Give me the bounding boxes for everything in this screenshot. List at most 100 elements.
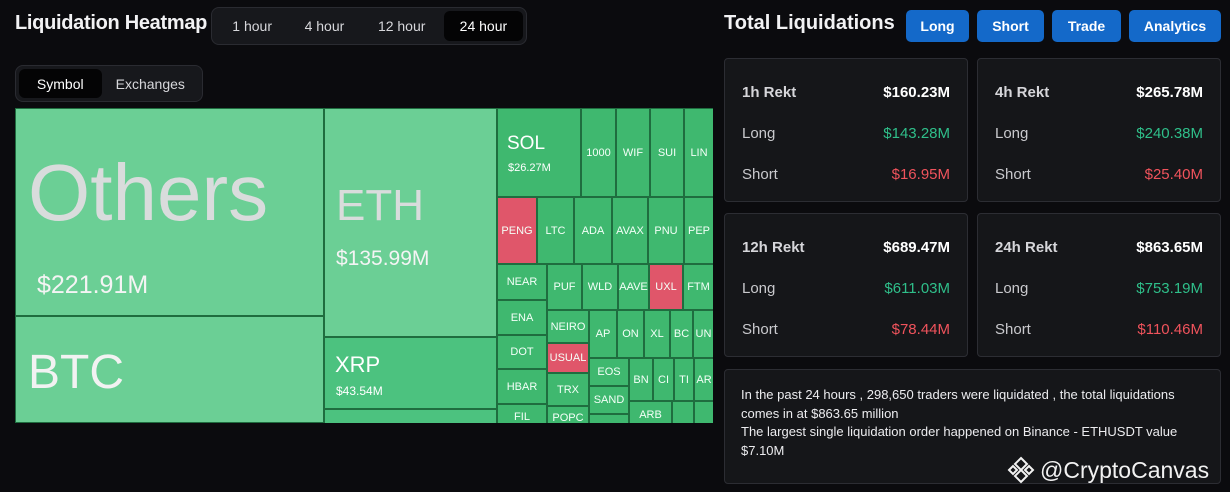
treemap-cell[interactable]: SUI [650,108,684,197]
short-value: $110.46M [1137,320,1203,338]
tab-exchanges[interactable]: Exchanges [115,75,185,92]
tab-symbol[interactable]: Symbol [19,69,102,98]
cell-symbol: PENG [501,224,533,237]
treemap-cell[interactable]: HBAR [497,369,547,404]
treemap-cell[interactable]: FTM [683,264,713,310]
view-tabs: Symbol Exchanges [15,65,203,102]
cell-symbol: Others [28,148,269,237]
cell-symbol: ETH [336,181,424,230]
card-24h-rekt: 24h Rekt $863.65M Long $753.19M Short $110.… [977,213,1221,357]
treemap-cell[interactable] [694,401,713,423]
treemap-cell[interactable]: ARB [629,401,672,423]
cell-symbol: ENA [510,311,534,324]
treemap-cell[interactable]: ENA [497,300,547,335]
treemap-cell[interactable]: NEIRO [547,310,589,343]
long-label: Long [742,279,776,297]
treemap-cell[interactable]: LTC [537,197,574,264]
treemap-cell[interactable]: UXL [649,264,683,310]
tab-4-hour[interactable]: 4 hour [304,18,345,34]
cell-value: $221.91M [37,271,149,299]
time-range-tabs: 1 hour 4 hour 12 hour 24 hour [211,7,527,45]
tab-24-hour[interactable]: 24 hour [443,11,524,41]
card-label: 12h Rekt [742,238,805,256]
cell-symbol: BTC [28,346,124,399]
treemap-cell[interactable]: AVAX [612,197,648,264]
card-total: $160.23M [883,83,950,101]
cell-symbol: FIL [514,410,530,423]
watermark: @CryptoCanvas [1006,455,1209,485]
treemap-cell[interactable]: DOT [497,335,547,369]
cell-symbol: UXL [655,281,677,293]
treemap-cell[interactable]: WLD [582,264,618,310]
treemap-cell[interactable]: FIL [497,404,547,423]
long-button[interactable]: Long [906,10,969,42]
cell-symbol: AP [595,328,611,340]
treemap-cell[interactable]: AAVE [618,264,649,310]
treemap-cell[interactable]: AP [589,310,617,358]
treemap-cell[interactable]: PNU [648,197,684,264]
cell-symbol: ON [622,328,639,340]
cell-symbol: SOL [507,133,546,154]
short-label: Short [742,165,778,183]
treemap-cell-eth[interactable]: ETH $135.99M [324,108,497,337]
treemap-cell[interactable]: TI [674,358,694,401]
cell-symbol: NEAR [506,276,538,288]
cell-symbol: XRP [335,352,381,377]
treemap-cell[interactable]: AR [694,358,713,401]
treemap-cell[interactable]: USUAL [547,343,589,373]
treemap-cell-sol[interactable]: SOL $26.27M [497,108,581,197]
cell-symbol: SUI [657,146,677,159]
treemap-cell-xrp[interactable]: XRP $43.54M [324,337,497,409]
analytics-button[interactable]: Analytics [1129,10,1221,42]
treemap-cell[interactable]: BC [670,310,693,358]
treemap-cell[interactable]: ADA [574,197,612,264]
cell-symbol: HBAR [506,380,538,393]
cell-symbol: TI [679,373,689,386]
treemap-cell[interactable]: EOS [589,358,629,386]
short-button[interactable]: Short [977,10,1044,42]
treemap-cell[interactable]: BN [629,358,653,401]
treemap-cell[interactable]: WIF [616,108,650,197]
short-label: Short [995,320,1031,338]
treemap-cell[interactable]: PENG [497,197,537,264]
treemap-cell[interactable] [672,401,694,423]
treemap-cell[interactable]: POPC [547,406,589,423]
cell-symbol: BN [633,373,649,386]
tab-1-hour[interactable]: 1 hour [232,18,272,34]
treemap-cell[interactable]: TRX [547,373,589,406]
treemap-cell[interactable]: PEP [684,197,713,264]
card-12h-rekt: 12h Rekt $689.47M Long $611.03M Short $78.4… [724,213,968,357]
treemap-cell[interactable] [589,414,629,423]
cell-symbol: CI [658,373,669,386]
treemap-cell[interactable]: LIN [684,108,713,197]
card-total: $689.47M [883,238,950,256]
treemap-cell-btc[interactable]: BTC [15,316,324,423]
short-label: Short [742,320,778,338]
short-label: Short [995,165,1031,183]
treemap-cell[interactable]: 1000 [581,108,616,197]
cell-symbol: AAVE [619,281,648,293]
liquidation-summary: In the past 24 hours , 298,650 traders w… [724,369,1221,484]
treemap-cell-others[interactable]: Others $221.91M [15,108,324,316]
cell-symbol: PNU [654,224,678,237]
card-label: 24h Rekt [995,238,1058,256]
treemap-cell-doge[interactable] [324,409,497,423]
trade-button[interactable]: Trade [1052,10,1121,42]
treemap-cell[interactable]: PUF [547,264,582,310]
treemap-cell[interactable]: NEAR [497,264,547,300]
treemap-cell[interactable]: UN [693,310,713,358]
long-label: Long [742,124,776,142]
cell-symbol: AVAX [616,224,644,237]
treemap-cell[interactable]: ON [617,310,644,358]
cell-symbol: WLD [587,281,613,293]
card-label: 4h Rekt [995,83,1050,101]
treemap-cell[interactable]: XL [644,310,670,358]
treemap-cell[interactable]: CI [653,358,674,401]
cell-symbol: TRX [557,383,579,396]
tab-12-hour[interactable]: 12 hour [377,18,426,34]
cell-value: $135.99M [336,247,430,270]
treemap-cell[interactable]: SAND [589,386,629,414]
long-value: $143.28M [883,124,950,142]
cell-symbol: ARB [639,409,662,421]
cell-symbol: LTC [545,224,566,237]
